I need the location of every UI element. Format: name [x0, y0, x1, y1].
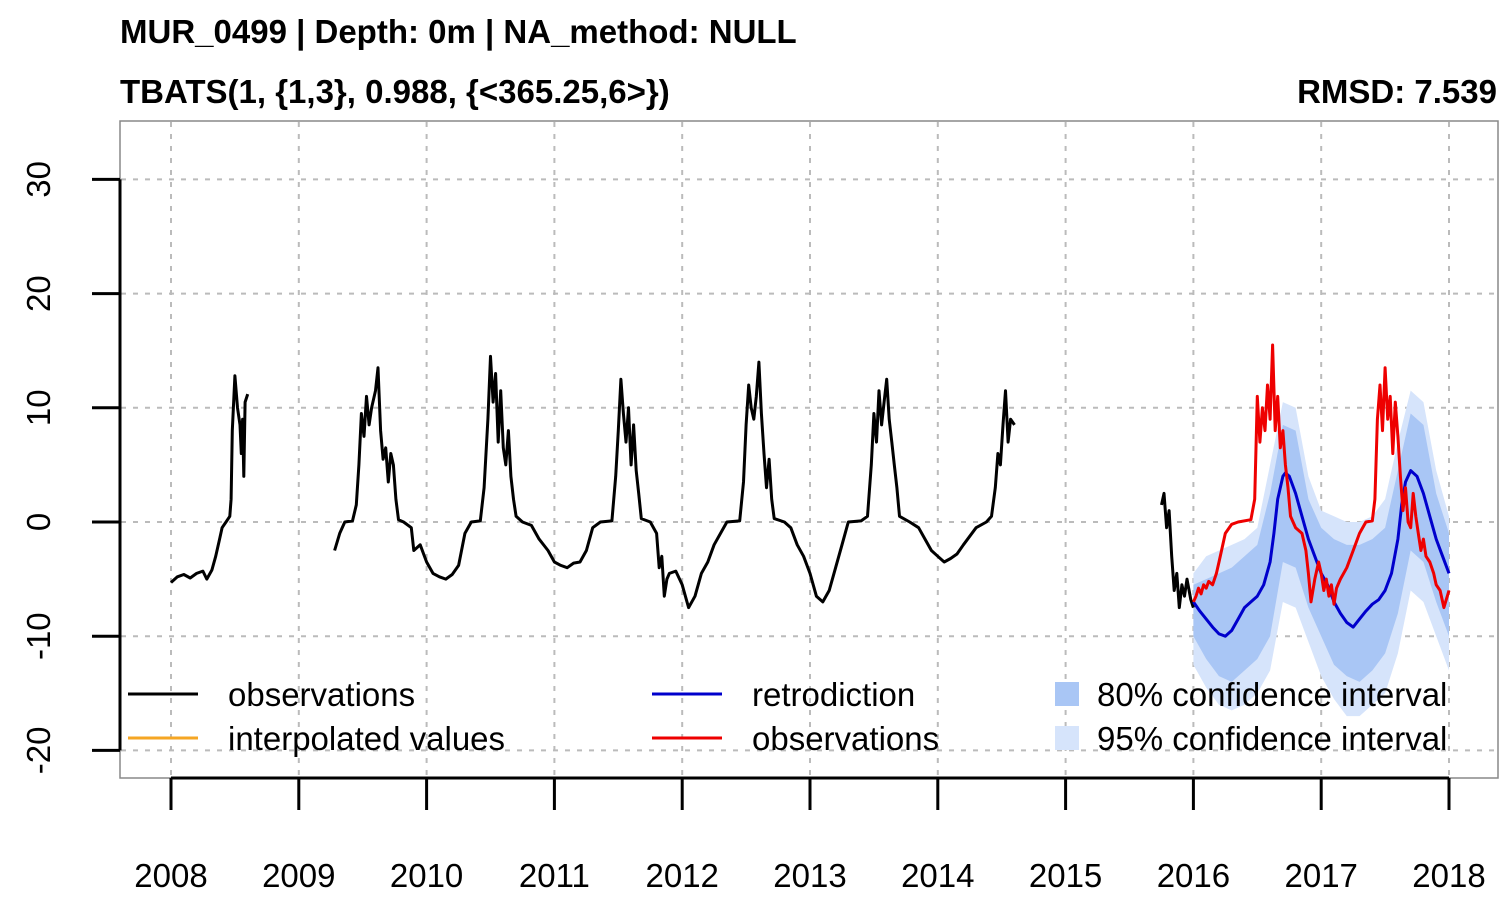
confidence-band [1193, 413, 1449, 682]
legend-label: observations [752, 720, 939, 757]
data-series [170, 343, 1451, 638]
x-tick-label: 2013 [773, 857, 846, 894]
series-line [333, 354, 1016, 610]
y-tick-label: -20 [20, 727, 57, 775]
confidence-bands [1193, 390, 1449, 717]
rmsd-label: RMSD: 7.539 [1297, 73, 1497, 110]
y-tick-label: -10 [20, 612, 57, 660]
chart-subtitle: TBATS(1, {1,3}, 0.988, {<365.25,6>}) [120, 73, 670, 110]
x-tick-label: 2016 [1157, 857, 1230, 894]
x-tick-label: 2011 [519, 857, 590, 894]
legend: observations interpolated values retrodict… [128, 676, 1447, 757]
x-tick-label: 2015 [1029, 857, 1102, 894]
series-line [1192, 343, 1451, 610]
y-tick-label: 30 [20, 161, 57, 198]
y-tick-label: 0 [20, 513, 57, 531]
legend-label: 95% confidence interval [1097, 720, 1447, 757]
x-tick-label: 2017 [1284, 857, 1357, 894]
x-tick-label: 2009 [262, 857, 335, 894]
y-axis: -20 -10 0 10 20 30 [20, 161, 122, 775]
y-tick-label: 10 [20, 389, 57, 426]
x-tick-label: 2018 [1412, 857, 1485, 894]
legend-label: observations [228, 676, 415, 713]
legend-label: retrodiction [752, 676, 915, 713]
legend-label: 80% confidence interval [1097, 676, 1447, 713]
x-tick-label: 2014 [901, 857, 974, 894]
legend-key-box [1055, 726, 1079, 750]
x-tick-label: 2012 [645, 857, 718, 894]
chart-title: MUR_0499 | Depth: 0m | NA_method: NULL [120, 13, 797, 50]
series-line [170, 374, 250, 584]
x-tick-label: 2010 [390, 857, 463, 894]
legend-label: interpolated values [228, 720, 505, 757]
x-axis: 2008 2009 2010 2011 2012 2013 2014 2015 2016 2017… [134, 776, 1486, 894]
y-tick-label: 20 [20, 275, 57, 312]
x-tick-label: 2008 [134, 857, 207, 894]
legend-key-box [1055, 682, 1079, 706]
series-line [1160, 491, 1195, 610]
